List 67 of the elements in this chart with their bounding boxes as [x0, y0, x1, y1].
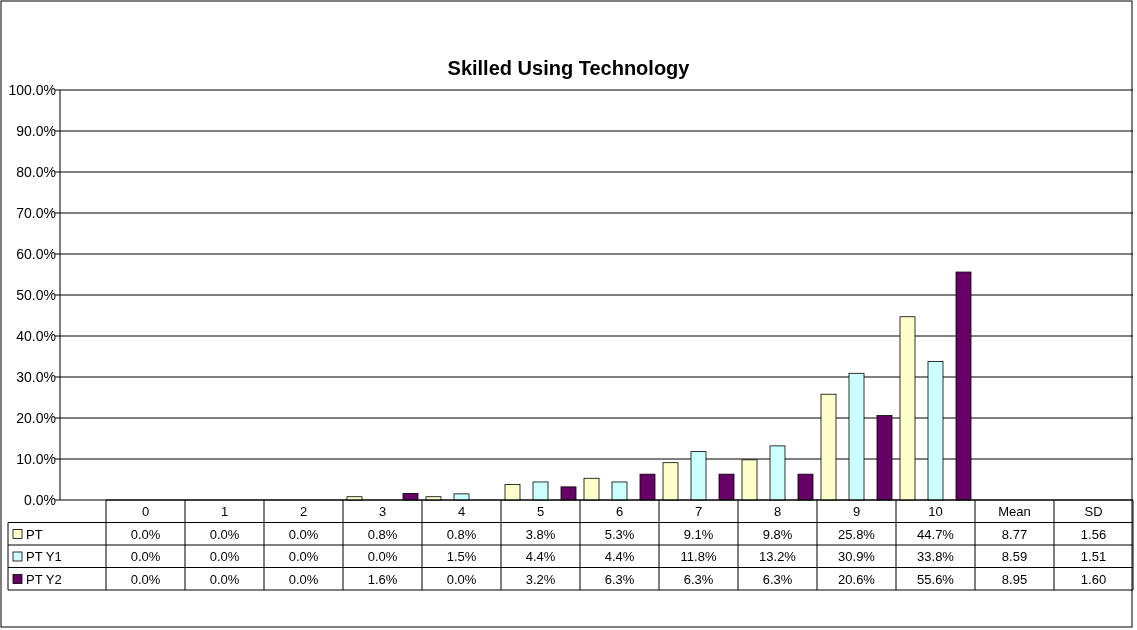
data-label: 0.8%: [367, 526, 398, 542]
data-label: 3.8%: [525, 526, 556, 542]
data-label: 0.0%: [130, 571, 161, 587]
y-tick-label: 90.0%: [16, 123, 56, 139]
data-label: 20.6%: [838, 571, 876, 587]
data-label: 33.8%: [917, 549, 955, 564]
data-label: 11.8%: [680, 549, 717, 564]
data-label: 9.1%: [683, 526, 714, 542]
legend-label: PT Y2: [26, 571, 62, 587]
x-tick-label: 10: [928, 504, 943, 519]
x-tick-label: 5: [536, 504, 545, 519]
data-label: 9.8%: [762, 526, 793, 542]
data-label: 0.0%: [288, 549, 319, 564]
chart-title: Skilled Using Technology: [447, 57, 691, 79]
data-label: 0.0%: [209, 571, 240, 587]
x-tick-label: Mean: [998, 504, 1031, 519]
data-label: 6.3%: [762, 571, 793, 587]
data-label: 44.7%: [917, 526, 955, 542]
data-label: 13.2%: [759, 549, 797, 564]
data-label: 0.0%: [446, 571, 477, 587]
data-label: 0.0%: [288, 571, 319, 587]
y-tick-label: 30.0%: [16, 369, 56, 385]
y-tick-label: 40.0%: [16, 328, 56, 344]
x-tick-label: 2: [299, 504, 308, 519]
text: 1.60: [1080, 571, 1107, 587]
data-label: 4.4%: [525, 549, 556, 564]
data-label: 4.4%: [604, 549, 635, 564]
x-tick-label: 9: [852, 504, 861, 519]
data-label: 30.9%: [838, 549, 876, 564]
x-tick-label: 1: [220, 504, 229, 519]
x-tick-label: 8: [773, 504, 782, 519]
data-label: 0.0%: [367, 549, 398, 564]
text: 1.51: [1080, 549, 1107, 564]
data-label: 1.5%: [446, 549, 477, 564]
y-tick-label: 60.0%: [16, 246, 56, 262]
data-label: 6.3%: [683, 571, 714, 587]
data-label: 0.0%: [130, 526, 161, 542]
text: 8.95: [1001, 571, 1028, 587]
data-label: 0.0%: [130, 549, 161, 564]
data-label: 55.6%: [917, 571, 955, 587]
data-label: 0.0%: [209, 526, 240, 542]
data-label: 0.0%: [209, 549, 240, 564]
x-tick-label: 7: [694, 504, 703, 519]
data-label: 25.8%: [838, 526, 876, 542]
y-tick-label: 20.0%: [16, 410, 56, 426]
data-label: 0.0%: [288, 526, 319, 542]
y-tick-label: 100.0%: [8, 82, 56, 98]
text: 8.77: [1001, 526, 1028, 542]
y-tick-label: 50.0%: [16, 287, 56, 303]
data-label: 1.6%: [367, 571, 398, 587]
x-tick-label: 4: [457, 504, 466, 519]
legend-label: PT Y1: [26, 549, 62, 564]
y-tick-label: 0.0%: [24, 492, 56, 508]
legend-label: PT: [26, 526, 43, 542]
data-label: 5.3%: [604, 526, 635, 542]
y-tick-label: 70.0%: [16, 205, 56, 221]
y-tick-label: 80.0%: [16, 164, 56, 180]
data-label: 0.8%: [446, 526, 477, 542]
x-tick-label: SD: [1084, 504, 1103, 519]
text: 1.56: [1080, 526, 1107, 542]
data-label: 6.3%: [604, 571, 635, 587]
x-tick-label: 6: [615, 504, 624, 519]
y-tick-label: 10.0%: [16, 451, 56, 467]
data-label: 3.2%: [525, 571, 556, 587]
text: 8.59: [1001, 549, 1028, 564]
x-tick-label: 0: [141, 504, 150, 519]
x-tick-label: 3: [378, 504, 387, 519]
